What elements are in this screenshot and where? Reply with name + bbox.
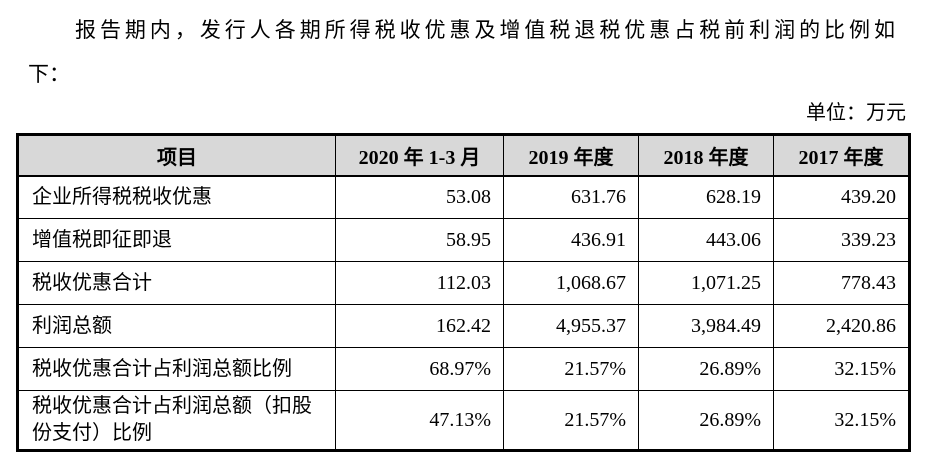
cell-value: 3,984.49 (638, 304, 774, 348)
table-row: 税收优惠合计占利润总额（扣股份支付）比例 47.13% 21.57% 26.89… (17, 390, 910, 451)
intro-line-2: 下： (28, 62, 70, 86)
row-label: 税收优惠合计占利润总额（扣股份支付）比例 (17, 390, 336, 451)
table-row: 增值税即征即退 58.95 436.91 443.06 339.23 (17, 218, 910, 262)
unit-label: 单位：万元 (806, 102, 906, 124)
table-row: 利润总额 162.42 4,955.37 3,984.49 2,420.86 (17, 304, 910, 348)
cell-value: 21.57% (503, 390, 639, 451)
cell-value: 1,071.25 (638, 261, 774, 305)
cell-value: 26.89% (638, 347, 774, 391)
row-label: 税收优惠合计占利润总额比例 (17, 347, 336, 391)
row-label: 税收优惠合计 (17, 261, 336, 305)
cell-value: 4,955.37 (503, 304, 639, 348)
cell-value: 436.91 (503, 218, 639, 262)
col-header-item: 项目 (17, 134, 336, 177)
intro-line-1: 报告期内，发行人各期所得税收优惠及增值税退税优惠占税前利润的比例如 (75, 18, 895, 42)
cell-value: 778.43 (773, 261, 910, 305)
cell-value: 68.97% (335, 347, 504, 391)
cell-value: 32.15% (773, 347, 910, 391)
cell-value: 2,420.86 (773, 304, 910, 348)
row-label: 利润总额 (17, 304, 336, 348)
row-label: 增值税即征即退 (17, 218, 336, 262)
col-header-2018: 2018 年度 (638, 134, 774, 177)
cell-value: 32.15% (773, 390, 910, 451)
cell-value: 631.76 (503, 175, 639, 219)
intro-paragraph: 报告期内，发行人各期所得税收优惠及增值税退税优惠占税前利润的比例如 下： (28, 8, 895, 96)
table-row: 税收优惠合计 112.03 1,068.67 1,071.25 778.43 (17, 261, 910, 305)
row-label: 企业所得税税收优惠 (17, 175, 336, 219)
cell-value: 439.20 (773, 175, 910, 219)
cell-value: 58.95 (335, 218, 504, 262)
col-header-2017: 2017 年度 (773, 134, 910, 177)
cell-value: 162.42 (335, 304, 504, 348)
table-row: 企业所得税税收优惠 53.08 631.76 628.19 439.20 (17, 175, 910, 219)
cell-value: 47.13% (335, 390, 504, 451)
table-header-row: 项目 2020 年 1-3 月 2019 年度 2018 年度 2017 年度 (17, 134, 910, 177)
cell-value: 112.03 (335, 261, 504, 305)
cell-value: 26.89% (638, 390, 774, 451)
cell-value: 53.08 (335, 175, 504, 219)
table-row: 税收优惠合计占利润总额比例 68.97% 21.57% 26.89% 32.15… (17, 347, 910, 391)
cell-value: 628.19 (638, 175, 774, 219)
tax-benefit-table: 项目 2020 年 1-3 月 2019 年度 2018 年度 2017 年度 … (16, 133, 911, 452)
cell-value: 1,068.67 (503, 261, 639, 305)
cell-value: 21.57% (503, 347, 639, 391)
col-header-2019: 2019 年度 (503, 134, 639, 177)
col-header-2020-q1: 2020 年 1-3 月 (335, 134, 504, 177)
cell-value: 339.23 (773, 218, 910, 262)
cell-value: 443.06 (638, 218, 774, 262)
